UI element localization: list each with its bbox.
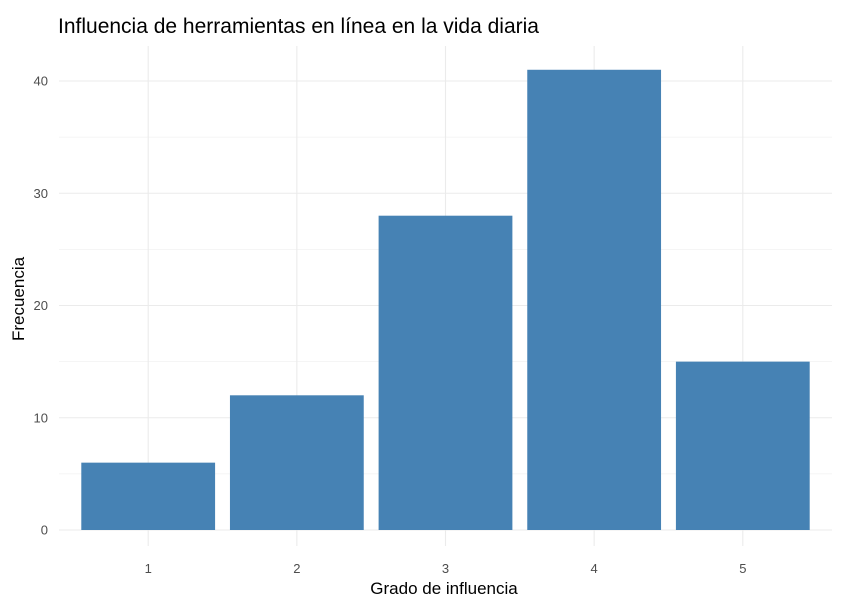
- x-tick-label: 4: [591, 561, 598, 576]
- chart-title: Influencia de herramientas en línea en l…: [58, 15, 539, 38]
- bar-4: [527, 69, 662, 531]
- y-tick-label: 10: [34, 410, 48, 425]
- y-tick-label: 30: [34, 186, 48, 201]
- x-tick-label: 5: [739, 561, 746, 576]
- x-tick-label: 2: [293, 561, 300, 576]
- x-axis-ticks: 1 2 3 4 5: [145, 561, 747, 576]
- bar-2: [229, 395, 364, 530]
- x-tick-label: 1: [145, 561, 152, 576]
- x-tick-label: 3: [442, 561, 449, 576]
- bar-1: [81, 462, 216, 530]
- y-tick-label: 40: [34, 74, 48, 89]
- y-axis-ticks: 0 10 20 30 40: [34, 74, 48, 538]
- y-axis-title: Frecuencia: [9, 256, 28, 341]
- bar-3: [378, 215, 513, 530]
- bars: [81, 69, 810, 531]
- y-tick-label: 0: [41, 523, 48, 538]
- y-tick-label: 20: [34, 298, 48, 313]
- bar-5: [675, 361, 810, 530]
- x-axis-title: Grado de influencia: [370, 579, 518, 598]
